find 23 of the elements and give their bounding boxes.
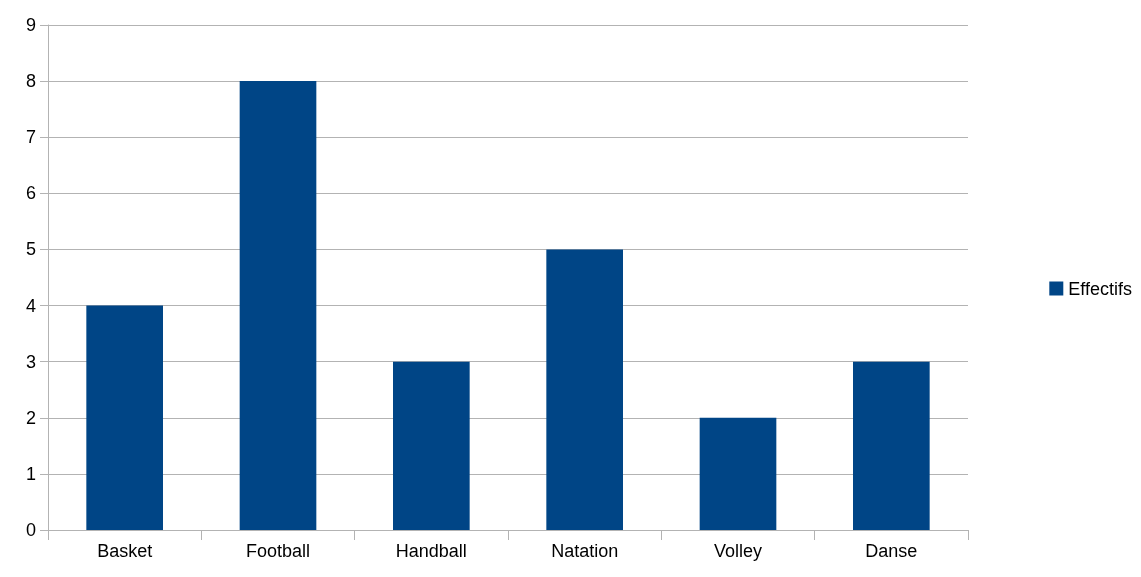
x-tick-label: Danse (865, 541, 918, 561)
bar (699, 417, 777, 530)
x-tick-label: Football (245, 541, 311, 561)
bar (86, 305, 163, 530)
y-tick-label: 5 (25, 239, 36, 260)
y-tick-label: 9 (25, 15, 36, 35)
bar (853, 361, 930, 530)
y-tick-label: 2 (25, 407, 36, 428)
y-tick-label: 0 (25, 520, 36, 540)
bar (546, 249, 623, 530)
x-tick-label: Volley (713, 541, 763, 561)
y-tick-label: 4 (25, 295, 36, 316)
y-tick-label: 1 (25, 463, 36, 484)
x-tick-label: Natation (551, 541, 619, 561)
legend-label: Effectifs (1068, 278, 1133, 299)
y-tick-label: 6 (25, 183, 36, 204)
x-tick-label: Basket (97, 541, 153, 561)
y-tick-label: 8 (25, 71, 36, 92)
y-tick-label: 3 (25, 351, 36, 372)
y-tick-label: 7 (25, 127, 36, 148)
bar (393, 361, 470, 530)
x-tick-label: Handball (395, 541, 467, 561)
bar (239, 81, 317, 530)
